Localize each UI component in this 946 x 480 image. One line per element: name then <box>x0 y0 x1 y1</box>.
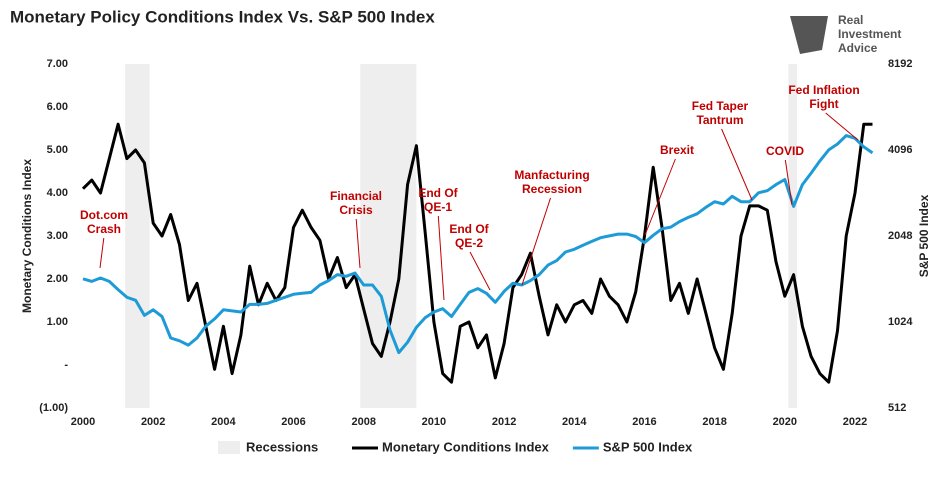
x-tick-label: 2018 <box>702 416 726 428</box>
annotation: QE-2 <box>455 236 483 250</box>
x-tick-label: 2014 <box>562 416 587 428</box>
recession <box>360 64 417 408</box>
annotation: QE-1 <box>424 200 452 214</box>
x-tick-label: 2004 <box>211 416 236 428</box>
recession <box>788 64 798 408</box>
annotation: Dot.com <box>80 208 128 222</box>
y-axis-label: Monetary Conditions Index <box>20 159 34 313</box>
y2-tick-label: 512 <box>888 402 906 414</box>
annotation-arrow <box>644 158 676 236</box>
series-line <box>81 122 873 384</box>
annotation-arrow <box>99 237 105 269</box>
legend-label: Recessions <box>246 439 318 454</box>
annotation: Tantrum <box>696 113 743 127</box>
annotation: Crisis <box>339 203 373 217</box>
x-tick-label: 2008 <box>351 416 375 428</box>
annotation-arrow <box>825 112 859 141</box>
y-tick-label: 2.00 <box>47 273 68 285</box>
y-tick-label: 1.00 <box>47 316 68 328</box>
x-tick-label: 2020 <box>773 416 797 428</box>
annotation: Recession <box>522 182 582 196</box>
legend-label: S&P 500 Index <box>603 439 693 454</box>
y2-tick-label: 2048 <box>888 230 912 242</box>
recession <box>125 64 150 408</box>
x-tick-label: 2016 <box>632 416 656 428</box>
annotation: Fed Inflation <box>788 83 859 97</box>
x-tick-label: 2006 <box>281 416 305 428</box>
annotation-arrow <box>784 159 793 206</box>
y-tick-label: 7.00 <box>47 58 68 70</box>
annotation: End Of <box>418 186 458 200</box>
x-tick-label: 2022 <box>843 416 867 428</box>
x-tick-label: 2000 <box>71 416 95 428</box>
brand: Investment <box>838 27 901 41</box>
annotation: Fed Taper <box>692 99 749 113</box>
annotation: Manfacturing <box>514 168 589 182</box>
annotation: Crash <box>87 222 121 236</box>
annotation: Financial <box>330 189 382 203</box>
brand: Advice <box>838 41 878 55</box>
y-tick-label: - <box>64 359 68 371</box>
y-tick-label: (1.00) <box>39 402 68 414</box>
legend-swatch <box>218 441 240 454</box>
annotation: COVID <box>766 144 804 158</box>
annotation: Fight <box>809 97 838 111</box>
annotation-arrow <box>721 128 753 201</box>
x-tick-label: 2010 <box>422 416 446 428</box>
annotation: Brexit <box>660 143 694 157</box>
annotation-arrow <box>521 197 551 286</box>
chart-title: Monetary Policy Conditions Index Vs. S&P… <box>10 7 435 26</box>
x-tick-label: 2012 <box>492 416 516 428</box>
y-tick-label: 6.00 <box>47 101 68 113</box>
legend-label: Monetary Conditions Index <box>382 439 550 454</box>
annotation-arrow <box>469 251 491 291</box>
y-tick-label: 4.00 <box>47 187 68 199</box>
annotation-arrow <box>355 218 361 269</box>
annotation-arrow <box>437 215 445 301</box>
y2-tick-label: 4096 <box>888 144 912 156</box>
brand: Real <box>838 13 863 27</box>
y2-axis-label: S&P 500 Index <box>917 194 931 277</box>
y2-tick-label: 1024 <box>888 316 913 328</box>
series-line <box>82 134 874 355</box>
logo: Real Investment Advice <box>790 13 901 55</box>
y-tick-label: 5.00 <box>47 144 68 156</box>
annotation: End Of <box>449 222 489 236</box>
y-tick-label: 3.00 <box>47 230 68 242</box>
x-tick-label: 2002 <box>141 416 165 428</box>
y2-tick-label: 8192 <box>888 58 912 70</box>
